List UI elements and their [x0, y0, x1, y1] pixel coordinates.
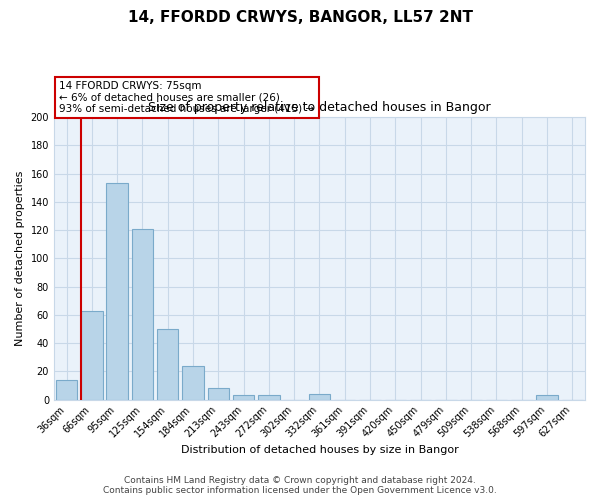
Bar — [208, 388, 229, 400]
X-axis label: Distribution of detached houses by size in Bangor: Distribution of detached houses by size … — [181, 445, 458, 455]
Bar — [157, 329, 178, 400]
Bar — [56, 380, 77, 400]
Bar — [233, 396, 254, 400]
Title: Size of property relative to detached houses in Bangor: Size of property relative to detached ho… — [148, 102, 491, 114]
Bar — [81, 310, 103, 400]
Bar — [536, 396, 558, 400]
Y-axis label: Number of detached properties: Number of detached properties — [15, 170, 25, 346]
Bar — [258, 396, 280, 400]
Text: 14 FFORDD CRWYS: 75sqm
← 6% of detached houses are smaller (26)
93% of semi-deta: 14 FFORDD CRWYS: 75sqm ← 6% of detached … — [59, 81, 314, 114]
Bar — [106, 184, 128, 400]
Bar — [182, 366, 204, 400]
Bar — [309, 394, 330, 400]
Text: Contains HM Land Registry data © Crown copyright and database right 2024.
Contai: Contains HM Land Registry data © Crown c… — [103, 476, 497, 495]
Text: 14, FFORDD CRWYS, BANGOR, LL57 2NT: 14, FFORDD CRWYS, BANGOR, LL57 2NT — [128, 10, 473, 25]
Bar — [131, 228, 153, 400]
